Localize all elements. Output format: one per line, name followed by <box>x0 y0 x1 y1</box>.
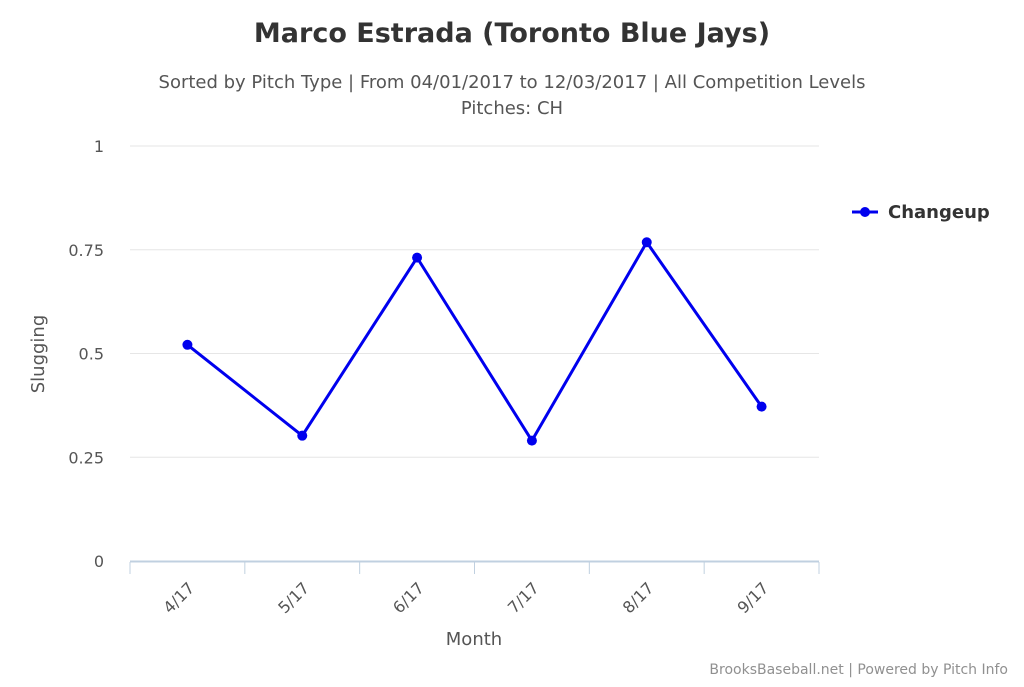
x-tick-label: 9/17 <box>734 578 773 617</box>
data-point[interactable] <box>756 401 767 412</box>
x-tick-label: 5/17 <box>274 578 313 617</box>
legend[interactable]: Changeup <box>852 202 990 223</box>
x-axis: 4/17 5/17 6/17 7/17 8/17 9/17 <box>129 561 820 617</box>
data-point[interactable] <box>297 430 308 441</box>
series-changeup[interactable] <box>182 237 767 446</box>
chart-subtitle-line1: Sorted by Pitch Type | From 04/01/2017 t… <box>159 72 866 93</box>
chart-title: Marco Estrada (Toronto Blue Jays) <box>254 18 770 49</box>
data-point[interactable] <box>182 339 193 350</box>
y-tick-label: 0.75 <box>68 241 104 260</box>
y-axis-ticks: 0 0.25 0.5 0.75 1 <box>68 137 104 571</box>
legend-marker <box>860 207 870 217</box>
x-tick-label: 4/17 <box>159 578 198 617</box>
chart-subtitle-line2: Pitches: CH <box>461 98 563 119</box>
legend-item-changeup[interactable]: Changeup <box>888 202 990 223</box>
data-point[interactable] <box>526 435 537 446</box>
y-tick-label: 0.5 <box>79 345 104 364</box>
data-point[interactable] <box>412 252 423 263</box>
x-axis-title: Month <box>446 629 502 650</box>
x-tick-label: 6/17 <box>389 578 428 617</box>
y-tick-label: 0 <box>94 552 104 571</box>
credits-link[interactable]: BrooksBaseball.net | Powered by Pitch In… <box>709 662 1008 678</box>
y-tick-label: 0.25 <box>68 448 104 467</box>
data-point[interactable] <box>641 237 652 248</box>
y-tick-label: 1 <box>94 137 104 156</box>
series-line <box>185 240 764 443</box>
x-tick-label: 7/17 <box>504 578 543 617</box>
x-tick-label: 8/17 <box>619 578 658 617</box>
gridlines <box>130 145 819 562</box>
y-axis-title: Slugging <box>28 315 49 394</box>
